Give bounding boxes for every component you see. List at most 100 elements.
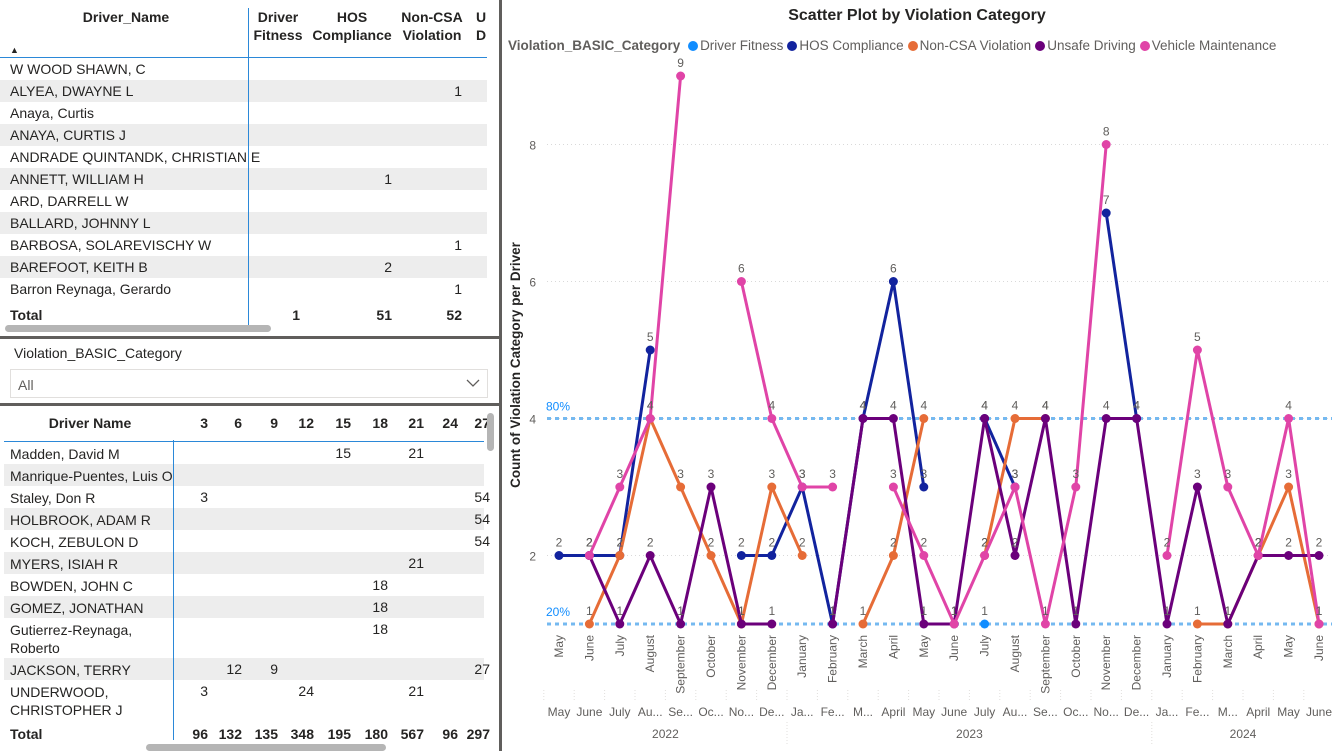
- data-point[interactable]: [919, 619, 929, 629]
- data-point[interactable]: [767, 619, 777, 629]
- data-point[interactable]: [1101, 140, 1111, 149]
- data-point[interactable]: [1284, 414, 1294, 423]
- data-point[interactable]: [645, 414, 655, 423]
- data-point[interactable]: [1314, 551, 1324, 560]
- data-point[interactable]: [645, 345, 655, 355]
- table-row[interactable]: Manrique-Puentes, Luis O: [4, 464, 484, 486]
- data-point[interactable]: [615, 482, 625, 492]
- data-point[interactable]: [1010, 482, 1020, 492]
- column-header-unsafe-driving[interactable]: U D: [476, 8, 488, 44]
- table-row[interactable]: ANAYA, CURTIS J: [0, 124, 487, 146]
- horizontal-scrollbar[interactable]: [146, 744, 386, 751]
- data-point[interactable]: [767, 414, 777, 423]
- data-point[interactable]: [858, 619, 868, 629]
- data-point[interactable]: [706, 482, 716, 492]
- table-row[interactable]: Anaya, Curtis: [0, 102, 487, 124]
- data-point[interactable]: [980, 414, 990, 423]
- data-point[interactable]: [797, 482, 807, 492]
- sort-ascending-icon[interactable]: ▲: [10, 45, 19, 55]
- data-point[interactable]: [888, 414, 898, 423]
- data-point[interactable]: [1284, 482, 1294, 492]
- data-point[interactable]: [919, 414, 929, 423]
- table-row[interactable]: ANDRADE QUINTANDK, CHRISTIAN E: [0, 146, 487, 168]
- data-point[interactable]: [767, 482, 777, 492]
- table-row[interactable]: BALLARD, JOHNNY L: [0, 212, 487, 234]
- data-point[interactable]: [1314, 619, 1324, 629]
- table-row[interactable]: ALYEA, DWAYNE L 1: [0, 80, 487, 102]
- data-point[interactable]: [767, 551, 777, 560]
- data-point[interactable]: [1223, 482, 1233, 492]
- violation-category-dropdown[interactable]: All: [10, 369, 488, 398]
- data-point[interactable]: [1071, 482, 1081, 492]
- table-row[interactable]: ARD, DARRELL W: [0, 190, 487, 212]
- column-header-driver-name[interactable]: Driver_Name: [82, 9, 170, 25]
- data-point[interactable]: [888, 551, 898, 560]
- vertical-scrollbar[interactable]: [487, 413, 494, 451]
- data-point[interactable]: [1162, 551, 1172, 560]
- data-point[interactable]: [1132, 414, 1142, 423]
- table-row[interactable]: Staley, Don R 3 54: [4, 486, 490, 508]
- table-row[interactable]: GOMEZ, JONATHAN 18: [4, 596, 484, 618]
- data-point[interactable]: [888, 482, 898, 492]
- legend-item[interactable]: HOS Compliance: [787, 38, 904, 53]
- data-point[interactable]: [949, 619, 959, 629]
- column-header-value[interactable]: 12: [298, 415, 314, 431]
- legend-item[interactable]: Driver Fitness: [688, 38, 783, 53]
- column-header-value[interactable]: 9: [270, 415, 278, 431]
- data-point[interactable]: [1192, 482, 1202, 492]
- data-point[interactable]: [676, 619, 686, 629]
- table-row[interactable]: BOWDEN, JOHN C 18: [4, 574, 484, 596]
- horizontal-scrollbar[interactable]: [5, 325, 271, 332]
- data-point[interactable]: [1192, 619, 1202, 629]
- table-row[interactable]: JACKSON, TERRY 12 9 27: [4, 658, 490, 680]
- data-point[interactable]: [1101, 414, 1111, 423]
- table-row[interactable]: W WOOD SHAWN, C: [0, 58, 487, 80]
- column-header-driver-name[interactable]: Driver Name: [48, 415, 132, 431]
- data-point[interactable]: [1010, 414, 1020, 423]
- data-point[interactable]: [1192, 345, 1202, 355]
- chevron-down-icon[interactable]: [465, 375, 481, 396]
- data-point[interactable]: [1284, 551, 1294, 560]
- table-row[interactable]: ANNETT, WILLIAM H 1: [0, 168, 487, 190]
- table-row[interactable]: UNDERWOOD, CHRISTOPHER J 3 24 21: [4, 680, 484, 720]
- column-header-value[interactable]: 27: [474, 415, 490, 431]
- data-point[interactable]: [706, 551, 716, 560]
- table-row[interactable]: Gutierrez-Reynaga, Roberto 18: [4, 618, 484, 658]
- table-row[interactable]: BAREFOOT, KEITH B 2: [0, 256, 487, 278]
- data-point[interactable]: [1253, 551, 1263, 560]
- data-point[interactable]: [1040, 414, 1050, 423]
- data-point[interactable]: [1162, 619, 1172, 629]
- data-point[interactable]: [919, 482, 929, 492]
- data-point[interactable]: [980, 619, 990, 629]
- table-row[interactable]: HOLBROOK, ADAM R 54: [4, 508, 490, 530]
- data-point[interactable]: [858, 414, 868, 423]
- data-point[interactable]: [1223, 619, 1233, 629]
- table-row[interactable]: BARBOSA, SOLAREVISCHY W 1: [0, 234, 487, 256]
- data-point[interactable]: [676, 71, 686, 81]
- table-row[interactable]: MYERS, ISIAH R 21: [4, 552, 484, 574]
- data-point[interactable]: [1040, 619, 1050, 629]
- column-header-value[interactable]: 21: [408, 415, 424, 431]
- data-point[interactable]: [1101, 208, 1111, 218]
- column-header-non-csa-violation[interactable]: Non-CSA Violation: [398, 8, 466, 44]
- data-point[interactable]: [615, 619, 625, 629]
- data-point[interactable]: [584, 619, 594, 629]
- data-point[interactable]: [736, 551, 746, 560]
- legend-item[interactable]: Non-CSA Violation: [907, 38, 1031, 53]
- table-row[interactable]: Barron Reynaga, Gerardo 1: [0, 278, 487, 300]
- column-header-value[interactable]: 18: [372, 415, 388, 431]
- data-point[interactable]: [1010, 551, 1020, 560]
- data-point[interactable]: [736, 277, 746, 286]
- data-point[interactable]: [645, 551, 655, 560]
- data-point[interactable]: [919, 551, 929, 560]
- column-header-value[interactable]: 15: [335, 415, 351, 431]
- data-point[interactable]: [676, 482, 686, 492]
- data-point[interactable]: [828, 482, 838, 492]
- data-point[interactable]: [736, 619, 746, 629]
- data-point[interactable]: [584, 551, 594, 560]
- column-header-hos-compliance[interactable]: HOS Compliance: [309, 8, 395, 44]
- data-point[interactable]: [615, 551, 625, 560]
- data-point[interactable]: [888, 277, 898, 286]
- table-row[interactable]: KOCH, ZEBULON D 54: [4, 530, 490, 552]
- column-header-value[interactable]: 24: [442, 415, 458, 431]
